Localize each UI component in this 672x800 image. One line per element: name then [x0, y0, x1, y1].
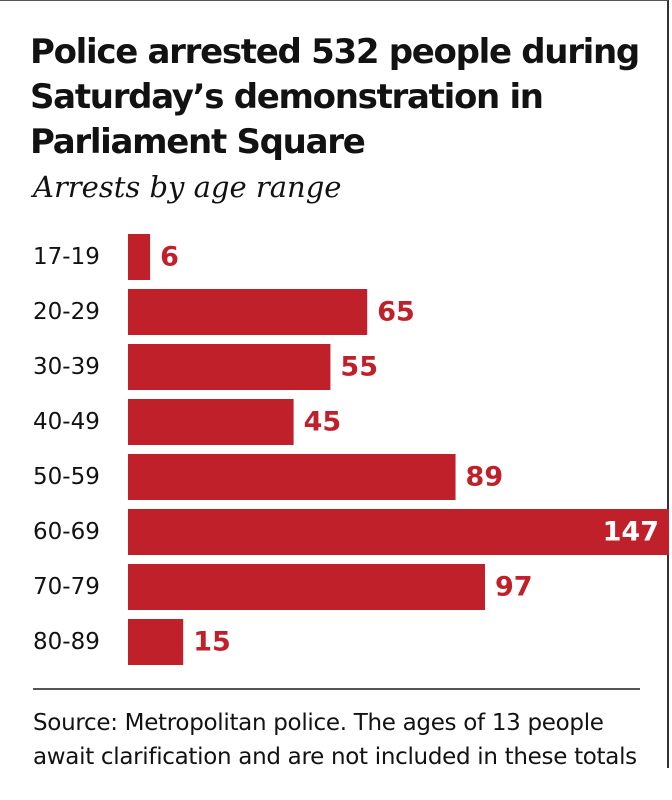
- value-label-20-29: 65: [377, 297, 415, 328]
- bar-chart: 17-19 6 20-29 65 30-39 55 40-49 45 50-59 89 60-69 1…: [33, 234, 669, 665]
- source-note: Source: Metropolitan police. The ages of…: [33, 710, 637, 770]
- category-label-17-19: 17-19: [33, 244, 100, 270]
- category-label-20-29: 20-29: [33, 299, 100, 325]
- value-label-70-79: 97: [495, 572, 533, 603]
- category-label-60-69: 60-69: [33, 519, 100, 545]
- category-label-30-39: 30-39: [33, 354, 100, 380]
- bar-50-59: [128, 454, 456, 500]
- value-label-17-19: 6: [160, 242, 179, 273]
- bar-70-79: [128, 564, 485, 610]
- bar-80-89: [128, 619, 184, 665]
- category-label-70-79: 70-79: [33, 574, 100, 600]
- bar-40-49: [128, 399, 294, 445]
- value-label-50-59: 89: [466, 462, 504, 493]
- category-label-40-49: 40-49: [33, 409, 100, 435]
- footer-divider: [33, 688, 640, 690]
- value-label-30-39: 55: [340, 352, 378, 383]
- bar-rows: 17-19 6 20-29 65 30-39 55 40-49 45 50-59 89 60-69 1…: [33, 234, 669, 665]
- chart-subtitle: Arrests by age range: [33, 170, 342, 204]
- bar-20-29: [128, 289, 368, 335]
- bar-17-19: [128, 234, 151, 280]
- chart-frame: [0, 0, 669, 768]
- bar-30-39: [128, 344, 331, 390]
- value-label-60-69: 147: [603, 517, 659, 548]
- chart-title: Police arrested 532 people during Saturd…: [30, 32, 640, 162]
- bar-60-69: [128, 509, 669, 555]
- value-label-80-89: 15: [193, 627, 231, 658]
- category-label-50-59: 50-59: [33, 464, 100, 490]
- category-label-80-89: 80-89: [33, 629, 100, 655]
- value-label-40-49: 45: [304, 407, 342, 438]
